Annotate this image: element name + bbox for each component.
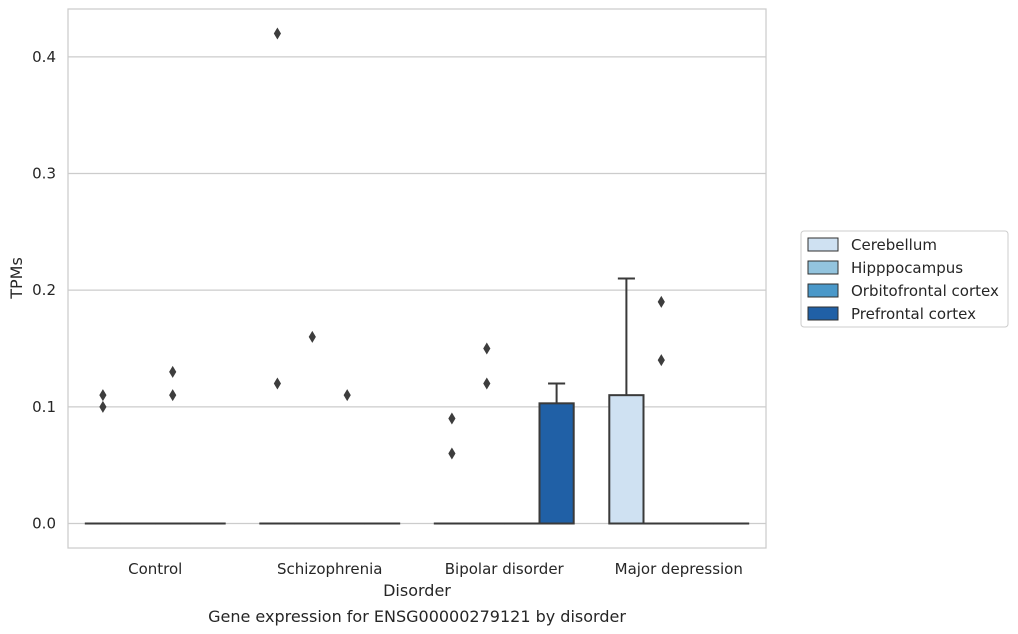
outlier-point — [343, 389, 351, 402]
outlier-point — [169, 365, 177, 378]
outlier-point — [99, 389, 107, 402]
legend: Cerebellum Hipppocampus Orbitofrontal cort… — [800, 230, 1009, 328]
legend-label: Orbitofrontal cortex — [851, 282, 999, 300]
y-tick-label: 0.2 — [32, 281, 56, 299]
y-tick-labels: 0.0 0.1 0.2 0.3 0.4 — [32, 48, 56, 533]
outlier-point — [483, 377, 491, 390]
legend-item: Cerebellum — [807, 236, 937, 254]
legend-item: Prefrontal cortex — [807, 305, 976, 323]
outlier-point — [657, 295, 665, 308]
x-tick-labels: Control Schizophrenia Bipolar disorder Majo… — [128, 560, 743, 578]
y-tick-label: 0.0 — [32, 515, 56, 533]
y-axis-label: TPMs — [7, 257, 26, 300]
legend-label: Cerebellum — [851, 236, 937, 254]
box-body — [538, 402, 575, 525]
legend-swatch — [807, 260, 839, 275]
legend-label: Hipppocampus — [851, 259, 963, 277]
box-body — [608, 394, 645, 525]
y-tick-label: 0.1 — [32, 398, 56, 416]
grid-lines — [68, 56, 766, 525]
outlier-point — [657, 354, 665, 367]
legend-item: Hipppocampus — [807, 259, 963, 277]
box-bipolar-disorder-prefrontal-cortex — [538, 382, 575, 525]
outlier-point — [448, 447, 456, 460]
x-tick-label: Schizophrenia — [277, 560, 382, 578]
legend-swatch — [807, 283, 839, 298]
legend-label: Prefrontal cortex — [851, 305, 976, 323]
outlier-point — [169, 389, 177, 402]
plot-frame — [67, 8, 767, 549]
x-axis-label: Disorder — [383, 581, 451, 600]
y-tick-label: 0.3 — [32, 165, 56, 183]
outlier-point — [308, 330, 316, 343]
legend-items: Cerebellum Hipppocampus Orbitofrontal cort… — [807, 236, 999, 323]
outlier-point — [483, 342, 491, 355]
x-tick-label: Control — [128, 560, 182, 578]
legend-swatch — [807, 306, 839, 321]
outlier-point — [99, 400, 107, 413]
x-tick-label: Bipolar disorder — [445, 560, 565, 578]
outlier-point — [273, 27, 281, 40]
box-layer — [84, 277, 750, 525]
outlier-point — [273, 377, 281, 390]
y-tick-label: 0.4 — [32, 48, 56, 66]
box-major-depression-cerebellum — [608, 277, 645, 525]
outlier-point — [448, 412, 456, 425]
flier-layer — [99, 27, 665, 460]
legend-item: Orbitofrontal cortex — [807, 282, 999, 300]
x-tick-label: Major depression — [615, 560, 743, 578]
legend-frame — [800, 230, 1009, 328]
chart-caption: Gene expression for ENSG00000279121 by d… — [208, 607, 626, 626]
legend-swatch — [807, 237, 839, 252]
